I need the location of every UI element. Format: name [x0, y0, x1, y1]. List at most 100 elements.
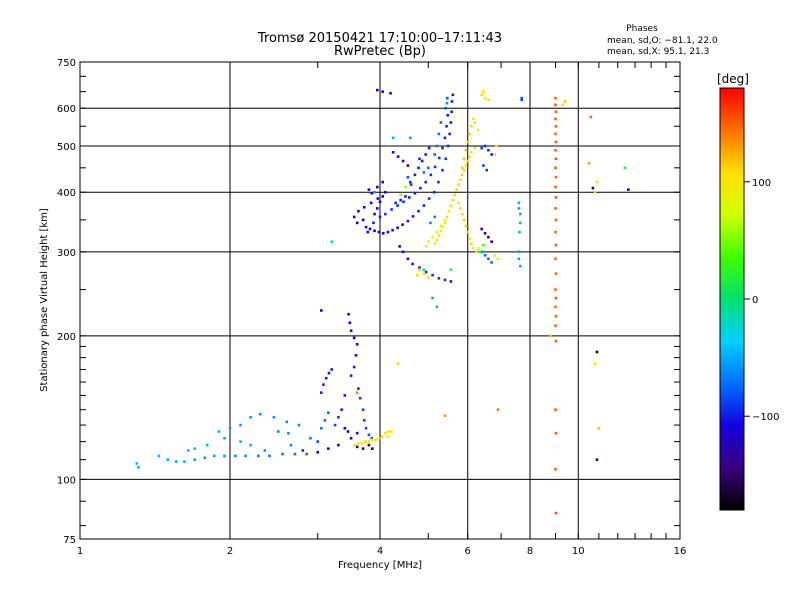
data-point	[349, 436, 353, 440]
data-point	[377, 230, 381, 234]
data-point	[358, 396, 362, 400]
data-point	[450, 100, 454, 103]
data-point	[593, 362, 597, 365]
data-point	[301, 449, 305, 452]
data-point	[443, 278, 447, 282]
data-point	[482, 90, 485, 93]
data-point	[446, 96, 449, 100]
data-point	[420, 159, 424, 163]
data-point	[228, 426, 232, 430]
data-point	[370, 191, 374, 195]
data-point	[355, 445, 359, 449]
data-point	[460, 166, 464, 170]
colorbar-label: [deg]	[717, 72, 749, 86]
colorbar-tick-label: 0	[752, 295, 758, 306]
data-point	[205, 443, 209, 447]
data-point	[431, 235, 434, 239]
data-point	[424, 153, 427, 156]
data-point	[478, 250, 482, 254]
data-point	[353, 443, 357, 447]
data-point	[327, 371, 331, 375]
x-tick-label: 10	[572, 546, 585, 557]
data-point	[437, 276, 441, 280]
data-point	[448, 132, 452, 136]
y-tick-label: 400	[57, 188, 76, 199]
data-point	[390, 208, 393, 211]
data-point	[367, 433, 371, 437]
data-point	[378, 215, 382, 219]
data-point	[424, 270, 428, 274]
data-point	[435, 238, 439, 242]
data-point	[627, 188, 630, 191]
data-point	[330, 240, 334, 244]
data-point	[427, 146, 431, 150]
data-point	[406, 175, 410, 179]
data-point	[449, 268, 453, 272]
data-point	[517, 257, 521, 261]
data-point	[443, 218, 447, 222]
data-point	[429, 173, 433, 177]
data-point	[468, 132, 471, 136]
data-point	[480, 250, 484, 254]
data-point	[431, 296, 434, 300]
data-point	[444, 157, 448, 161]
x-tick-label: 16	[674, 546, 687, 557]
data-point	[470, 124, 473, 128]
data-point	[370, 447, 374, 450]
data-point	[380, 435, 384, 438]
data-point	[357, 442, 360, 445]
data-point	[408, 136, 412, 140]
data-point	[364, 440, 367, 443]
data-point	[453, 193, 457, 197]
data-point	[364, 426, 368, 430]
x-tick-label: 1	[77, 546, 83, 557]
data-point	[391, 136, 395, 140]
data-point	[623, 166, 627, 170]
data-point	[354, 354, 358, 357]
colorbar-tick-label: −100	[752, 412, 779, 423]
data-point	[475, 250, 478, 254]
data-point	[361, 218, 365, 222]
data-point	[424, 245, 428, 248]
data-point	[473, 146, 477, 150]
data-point	[443, 221, 447, 225]
data-point	[322, 383, 325, 386]
data-point	[413, 173, 417, 177]
data-point	[346, 430, 350, 433]
data-point	[518, 230, 521, 234]
data-point	[483, 253, 487, 257]
data-point	[496, 408, 500, 412]
data-point	[462, 218, 466, 222]
data-point	[471, 247, 475, 250]
data-point	[343, 394, 347, 397]
data-point	[451, 198, 455, 202]
data-point	[490, 261, 493, 264]
data-point	[367, 443, 371, 447]
y-tick-label: 100	[57, 475, 76, 486]
data-point	[482, 164, 485, 167]
data-point	[381, 90, 384, 93]
data-point	[323, 419, 327, 422]
data-point	[554, 148, 557, 152]
data-point	[367, 188, 371, 191]
data-point	[375, 88, 379, 92]
colorbar-tick-label: 100	[752, 178, 771, 189]
data-point	[480, 146, 484, 150]
y-tick-label: 750	[57, 58, 76, 69]
y-tick-label: 300	[57, 248, 76, 259]
data-point	[309, 436, 312, 440]
data-point	[490, 153, 493, 156]
data-point	[464, 164, 468, 167]
data-point	[561, 103, 564, 107]
data-point	[360, 442, 364, 445]
data-point	[396, 226, 399, 230]
data-point	[589, 115, 593, 119]
data-point	[435, 230, 439, 234]
data-point	[401, 223, 404, 226]
data-point	[477, 128, 480, 132]
data-point	[419, 186, 422, 190]
data-point	[482, 243, 485, 247]
data-point	[327, 411, 330, 414]
data-point	[563, 100, 567, 103]
data-point	[422, 268, 426, 272]
